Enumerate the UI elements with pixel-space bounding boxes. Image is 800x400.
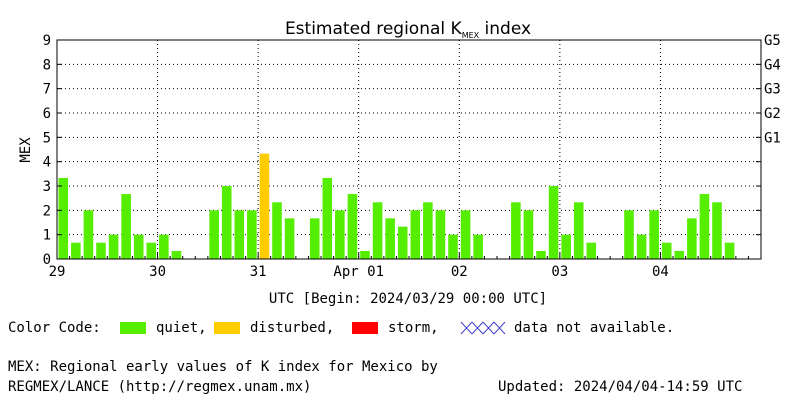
bar: [335, 210, 345, 259]
bar: [71, 242, 81, 259]
x-tick-label: 29: [49, 264, 66, 280]
x-tick-label: 02: [451, 264, 468, 280]
bar: [385, 218, 395, 259]
bar: [272, 202, 282, 259]
y-tick-label: 5: [43, 130, 51, 146]
y-tick-label: 6: [43, 106, 51, 122]
bar: [548, 186, 559, 259]
bar: [410, 210, 421, 259]
x-axis-label: UTC [Begin: 2024/03/29 00:00 UTC]: [269, 291, 547, 307]
bar: [636, 234, 647, 259]
bar: [372, 202, 383, 259]
legend-label-storm: storm,: [388, 320, 439, 336]
axis-ticks: 0 1 2 3 4 5 6 7 8 9 G1 G2 G3 G4 G5 29 30 31 Apr 01 02 03 04: [43, 33, 781, 280]
bar: [360, 250, 370, 259]
legend-label-na: data not available.: [514, 320, 675, 336]
g-level-label: G2: [764, 106, 781, 122]
bar: [221, 186, 232, 259]
legend-swatch-disturbed: [214, 322, 240, 334]
y-tick-label: 4: [43, 155, 51, 171]
bars: [58, 153, 735, 259]
g-level-label: G3: [764, 82, 781, 98]
x-tick-label: 31: [250, 264, 267, 280]
bar: [58, 177, 69, 259]
chart-title-main: Estimated regional K: [285, 19, 463, 39]
bar: [108, 234, 119, 259]
x-tick-label: 03: [551, 264, 568, 280]
bar: [511, 202, 521, 259]
bar: [649, 210, 659, 259]
bar: [460, 210, 471, 259]
legend-swatch-storm: [352, 322, 378, 334]
g-level-label: G4: [764, 57, 781, 73]
bar: [159, 234, 169, 259]
chart-title-subscript: MEX: [462, 31, 480, 40]
bar: [83, 210, 94, 259]
y-tick-label: 8: [43, 57, 51, 73]
bar: [146, 242, 157, 259]
bar: [712, 202, 722, 259]
bar: [699, 194, 710, 259]
g-level-label: G1: [764, 130, 781, 146]
bar: [171, 250, 182, 259]
footer-line-1: MEX: Regional early values of K index fo…: [8, 359, 438, 375]
bar: [724, 242, 735, 259]
bar: [133, 234, 144, 259]
footer-line-2: REGMEX/LANCE (http://regmex.unam.mx): [8, 379, 312, 395]
bar: [561, 234, 571, 259]
bar: [448, 234, 458, 259]
bar: [536, 250, 546, 259]
bar: [423, 202, 433, 259]
bar: [259, 153, 270, 259]
y-tick-label: 3: [43, 179, 51, 195]
bar: [661, 242, 672, 259]
bar: [121, 194, 131, 259]
y-tick-label: 0: [43, 252, 51, 268]
bar: [523, 210, 534, 259]
legend-label-disturbed: disturbed,: [250, 320, 335, 336]
g-level-label: G5: [764, 33, 781, 49]
footer-updated: Updated: 2024/04/04-14:59 UTC: [498, 379, 743, 395]
legend-title: Color Code:: [8, 320, 101, 336]
bar: [96, 242, 106, 259]
y-tick-label: 7: [43, 82, 51, 98]
x-tick-label: Apr 01: [333, 264, 384, 280]
bar: [247, 210, 257, 259]
y-tick-label: 9: [43, 33, 51, 49]
legend-swatch-na-icon: [460, 321, 506, 335]
bar: [234, 210, 245, 259]
bar: [473, 234, 483, 259]
grid-lines: [57, 40, 761, 259]
y-tick-label: 2: [43, 203, 51, 219]
legend-label-quiet: quiet,: [156, 320, 207, 336]
y-axis-label: MEX: [18, 137, 34, 163]
x-tick-label: 04: [652, 264, 669, 280]
bar: [435, 210, 446, 259]
y-tick-label: 1: [43, 228, 51, 244]
bar: [586, 242, 597, 259]
chart-title: Estimated regional KMEX index: [285, 19, 531, 40]
legend-swatch-quiet: [120, 322, 146, 334]
chart-title-tail: index: [479, 19, 531, 39]
bar: [624, 210, 634, 259]
bar: [674, 250, 685, 259]
bar: [397, 226, 408, 259]
bar: [209, 210, 219, 259]
bar: [347, 194, 358, 259]
bar: [573, 202, 584, 259]
x-tick-label: 30: [149, 264, 166, 280]
bar: [322, 177, 333, 259]
bar: [309, 218, 320, 259]
bar: [284, 218, 295, 259]
bar: [687, 218, 697, 259]
